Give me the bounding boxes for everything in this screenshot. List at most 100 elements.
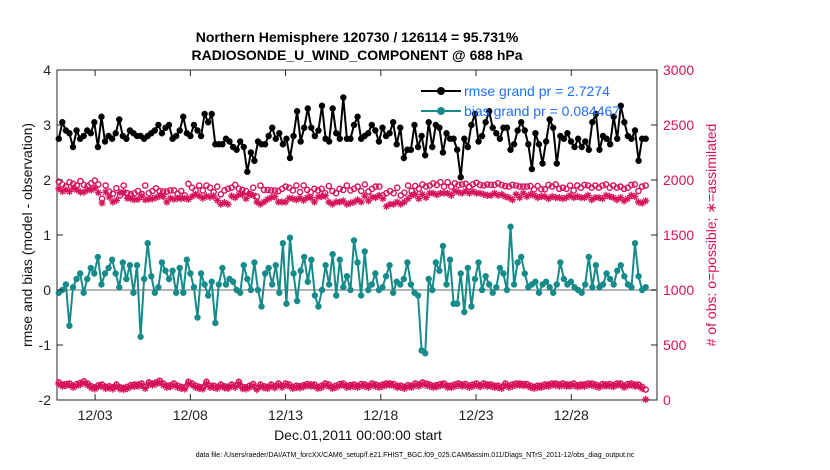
obs-possible-point — [570, 187, 577, 194]
obs-assimilated-point — [271, 384, 279, 392]
rmse-point — [180, 113, 187, 120]
rmse-point — [485, 108, 493, 115]
obs-assimilated-point — [487, 191, 495, 199]
rmse-point — [329, 105, 336, 112]
bias-point — [603, 270, 610, 277]
obs-assimilated-point — [98, 199, 106, 207]
obs-possible-point — [476, 181, 484, 189]
rmse-point — [589, 119, 596, 126]
obs-assimilated-point — [382, 202, 390, 210]
bias-point — [517, 253, 525, 261]
bias-point — [482, 273, 489, 280]
obs-possible-point — [393, 184, 401, 191]
obs-assimilated-point — [573, 192, 581, 201]
rmse-point — [155, 121, 162, 129]
obs-assimilated-point — [361, 192, 369, 200]
y-right-tick-label: 0 — [663, 392, 671, 408]
obs-assimilated-point — [609, 383, 617, 391]
obs-assimilated-point — [408, 191, 416, 199]
bias-point — [361, 248, 368, 255]
rmse-point — [297, 138, 304, 145]
obs-assimilated-point — [562, 194, 571, 202]
obs-assimilated-point — [217, 382, 225, 390]
rmse-point — [158, 130, 166, 137]
y-right-tick-label: 500 — [663, 337, 687, 353]
bias-point — [276, 289, 283, 296]
rmse-point — [429, 143, 436, 151]
obs-possible-point — [469, 181, 477, 188]
bias-point — [606, 275, 614, 283]
rmse-point — [521, 127, 528, 134]
obs-assimilated-point — [94, 189, 102, 197]
obs-assimilated-point — [397, 200, 405, 208]
obs-assimilated-point — [210, 383, 218, 391]
rmse-point — [514, 127, 521, 134]
rmse-point — [525, 141, 532, 148]
rmse-point — [535, 141, 543, 148]
obs-assimilated-point — [260, 198, 268, 206]
rmse-point — [94, 143, 102, 151]
obs-assimilated-point — [166, 383, 174, 391]
obs-possible-point — [620, 185, 628, 193]
obs-possible-point — [527, 182, 534, 190]
rmse-point — [471, 110, 479, 118]
obs-assimilated-point — [249, 382, 257, 390]
obs-assimilated-point — [498, 384, 506, 393]
obs-assimilated-point — [224, 200, 232, 208]
bias-point — [578, 289, 585, 296]
obs-assimilated-point — [559, 195, 567, 203]
bias-point — [304, 278, 311, 285]
obs-assimilated-point — [516, 194, 524, 202]
rmse-point — [482, 119, 489, 126]
rmse-point — [311, 132, 319, 140]
obs-assimilated-point — [433, 191, 441, 199]
obs-assimilated-point — [346, 199, 354, 207]
rmse-point — [617, 102, 624, 109]
rmse-point — [596, 146, 603, 153]
obs-assimilated-point — [55, 185, 63, 193]
obs-assimilated-point — [156, 378, 164, 386]
obs-assimilated-point — [415, 195, 423, 203]
bias-point — [162, 267, 169, 274]
obs-assimilated-point — [595, 383, 603, 391]
obs-assimilated-point — [447, 191, 455, 199]
bias-point — [112, 270, 119, 277]
obs-possible-point — [372, 183, 379, 190]
rmse-point — [272, 135, 279, 142]
rmse-point — [261, 141, 269, 148]
obs-assimilated-point — [274, 381, 282, 389]
rmse-point — [603, 135, 610, 142]
bias-point — [333, 292, 340, 299]
obs-possible-point — [354, 183, 361, 190]
x-axis-label: Dec.01,2011 00:00:00 start — [274, 427, 442, 443]
obs-assimilated-point — [508, 196, 517, 204]
bias-point — [94, 253, 102, 261]
rmse-point — [642, 135, 649, 142]
obs-assimilated-point — [246, 383, 254, 391]
obs-assimilated-point — [199, 194, 207, 202]
y-right-tick-label: 3000 — [663, 62, 694, 78]
obs-assimilated-point — [300, 196, 308, 204]
obs-possible-point — [95, 181, 102, 188]
obs-assimilated-point — [368, 381, 376, 389]
bias-point — [318, 286, 326, 294]
rmse-point — [123, 135, 130, 142]
obs-assimilated-point — [519, 189, 527, 197]
bias-point — [69, 284, 77, 291]
bias-point — [137, 333, 144, 340]
rmse-point — [574, 135, 582, 142]
bias-point — [155, 284, 162, 291]
bias-point — [407, 281, 415, 288]
obs-possible-point — [260, 186, 268, 194]
obs-assimilated-point — [69, 383, 77, 391]
obs-assimilated-point — [289, 384, 297, 393]
obs-assimilated-point — [174, 383, 182, 391]
obs-assimilated-point — [541, 192, 549, 201]
obs-assimilated-point — [390, 200, 398, 208]
obs-assimilated-point — [188, 192, 196, 201]
rmse-point — [73, 127, 80, 134]
obs-assimilated-point — [379, 195, 387, 203]
obs-assimilated-point — [415, 382, 423, 390]
obs-assimilated-point — [120, 385, 128, 394]
obs-possible-point — [534, 182, 541, 190]
